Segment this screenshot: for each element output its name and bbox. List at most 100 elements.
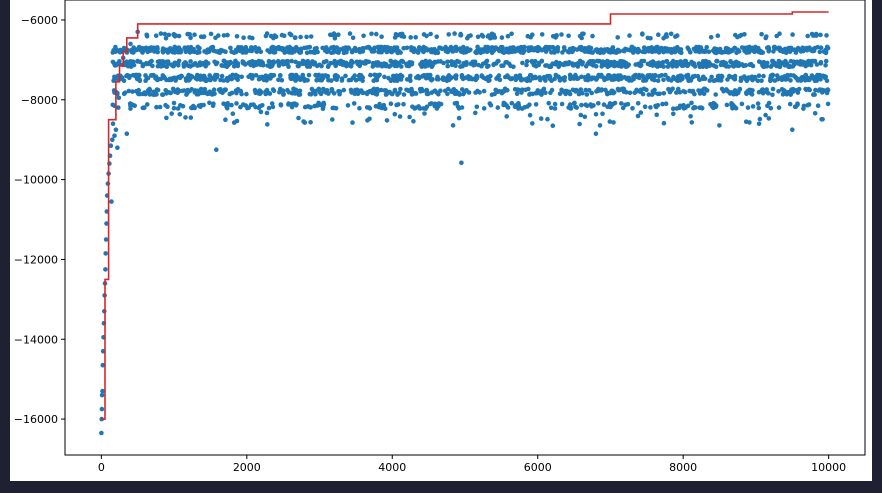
scatter-point xyxy=(818,77,823,82)
scatter-point xyxy=(386,75,391,81)
scatter-point xyxy=(311,62,317,67)
scatter-point xyxy=(524,59,530,64)
scatter-point xyxy=(409,88,415,94)
scatter-point xyxy=(361,90,366,96)
scatter-point xyxy=(308,120,313,125)
scatter-point xyxy=(657,74,662,79)
scatter-point xyxy=(805,61,811,67)
scatter-point xyxy=(293,35,298,40)
scatter-point xyxy=(587,76,593,82)
scatter-point xyxy=(368,72,373,78)
scatter-point xyxy=(445,59,450,65)
scatter-point xyxy=(698,105,704,110)
scatter-point xyxy=(286,64,291,70)
scatter-point xyxy=(520,60,525,66)
scatter-point xyxy=(171,100,177,106)
scatter-point xyxy=(747,62,753,67)
scatter-point xyxy=(564,88,569,94)
scatter-point xyxy=(434,90,440,95)
scatter-point xyxy=(807,45,812,50)
scatter-point xyxy=(340,46,346,51)
scatter-point xyxy=(231,120,237,125)
scatter-point xyxy=(757,116,763,122)
scatter-point xyxy=(717,123,722,128)
early-point xyxy=(103,251,108,256)
scatter-point xyxy=(372,45,378,51)
scatter-point xyxy=(206,91,212,96)
scatter-point xyxy=(654,112,659,118)
scatter-point xyxy=(485,64,490,70)
early-point xyxy=(110,137,115,142)
scatter-point xyxy=(443,76,448,82)
scatter-point xyxy=(676,46,682,52)
scatter-point xyxy=(471,63,476,68)
scatter-point xyxy=(241,35,246,40)
scatter-point xyxy=(325,90,331,96)
scatter-point xyxy=(331,105,337,111)
early-point xyxy=(593,131,599,136)
scatter-point xyxy=(610,45,616,50)
scatter-point xyxy=(642,104,648,109)
scatter-point xyxy=(533,46,538,51)
scatter-point xyxy=(143,91,148,97)
scatter-point xyxy=(577,88,583,93)
scatter-point xyxy=(438,101,444,107)
scatter-point xyxy=(162,31,168,37)
scatter-point xyxy=(329,50,334,56)
scatter-point xyxy=(812,78,818,83)
scatter-point xyxy=(565,61,570,67)
scatter-point xyxy=(711,63,717,68)
scatter-point xyxy=(214,60,220,66)
scatter-point xyxy=(787,49,793,55)
scatter-point xyxy=(166,32,172,38)
scatter-point xyxy=(224,64,230,70)
scatter-point xyxy=(576,91,582,97)
early-point xyxy=(112,133,117,138)
early-point xyxy=(103,237,109,242)
scatter-point xyxy=(293,78,298,83)
scatter-point xyxy=(790,32,795,37)
scatter-point xyxy=(169,111,174,116)
scatter-point xyxy=(388,58,394,64)
scatter-point xyxy=(600,111,605,117)
scatter-point xyxy=(264,110,270,116)
scatter-point xyxy=(584,76,589,81)
scatter-point xyxy=(198,73,203,79)
scatter-point xyxy=(824,78,830,83)
scatter-point xyxy=(245,105,250,111)
scatter-point xyxy=(110,102,116,108)
scatter-point xyxy=(635,113,641,119)
scatter-point xyxy=(398,86,403,92)
scatter-point xyxy=(661,64,666,69)
scatter-point xyxy=(382,106,388,111)
scatter-point xyxy=(694,44,699,50)
scatter-point xyxy=(771,49,776,54)
scatter-point xyxy=(264,31,270,36)
scatter-point xyxy=(756,45,761,51)
scatter-point xyxy=(596,59,601,64)
scatter-point xyxy=(550,44,556,50)
scatter-point xyxy=(378,87,384,93)
scatter-point xyxy=(202,86,208,92)
scatter-point xyxy=(793,50,799,55)
scatter-point xyxy=(296,75,302,80)
scatter-point xyxy=(425,63,431,68)
scatter-point xyxy=(732,73,738,79)
scatter-point xyxy=(141,105,147,110)
scatter-point xyxy=(407,77,413,82)
scatter-point xyxy=(301,59,307,64)
scatter-point xyxy=(596,101,601,106)
scatter-point xyxy=(566,33,571,39)
scatter-point xyxy=(150,92,155,97)
scatter-point xyxy=(584,103,590,109)
scatter-point xyxy=(572,100,577,106)
scatter-point xyxy=(357,49,363,55)
scatter-point xyxy=(663,33,668,39)
x-tick-label: 6000 xyxy=(524,461,552,474)
scatter-point xyxy=(620,75,625,80)
scatter-point xyxy=(570,63,576,68)
scatter-point xyxy=(641,45,647,50)
scatter-point xyxy=(724,46,730,51)
scatter-point xyxy=(586,88,592,93)
scatter-point xyxy=(130,102,135,108)
